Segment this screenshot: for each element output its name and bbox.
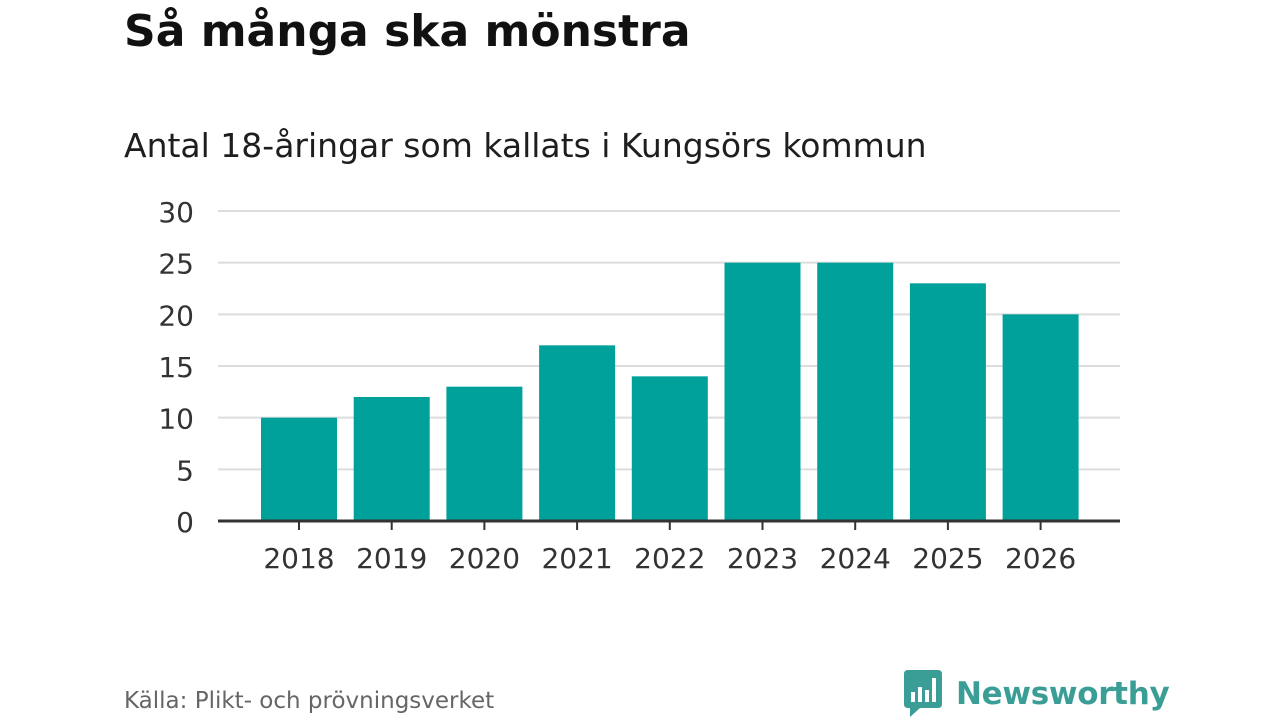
x-tick-label: 2024: [820, 542, 891, 575]
bar: [817, 262, 894, 521]
x-tick-label: 2018: [263, 542, 334, 575]
chart-subtitle: Antal 18-åringar som kallats i Kungsörs …: [124, 126, 927, 165]
bar: [1002, 314, 1079, 521]
x-tick-label: 2025: [912, 542, 983, 575]
chart-title: Så många ska mönstra: [124, 6, 691, 57]
bar: [261, 417, 337, 521]
y-tick-label: 25: [158, 248, 194, 281]
x-tick-label: 2019: [356, 542, 427, 575]
x-tick-label: 2021: [541, 542, 612, 575]
y-tick-label: 20: [158, 299, 194, 332]
x-tick-label: 2026: [1005, 542, 1076, 575]
brand-logo: Newsworthy: [902, 670, 1170, 718]
x-tick-label: 2023: [727, 542, 798, 575]
y-tick-label: 15: [158, 351, 194, 384]
y-tick-label: 30: [158, 196, 194, 229]
bar: [724, 262, 801, 521]
bar: [446, 386, 523, 521]
y-tick-label: 10: [158, 403, 194, 436]
x-tick-label: 2020: [449, 542, 520, 575]
bar: [631, 376, 708, 521]
y-tick-label: 5: [176, 454, 194, 487]
bar: [539, 345, 616, 521]
source-note: Källa: Plikt- och prövningsverket: [124, 688, 495, 714]
x-tick-label: 2022: [634, 542, 705, 575]
bar: [909, 283, 986, 521]
newsworthy-logo-icon: [904, 670, 942, 717]
y-tick-label: 0: [176, 506, 194, 539]
bar: [353, 397, 430, 521]
brand-name: Newsworthy: [956, 676, 1170, 712]
